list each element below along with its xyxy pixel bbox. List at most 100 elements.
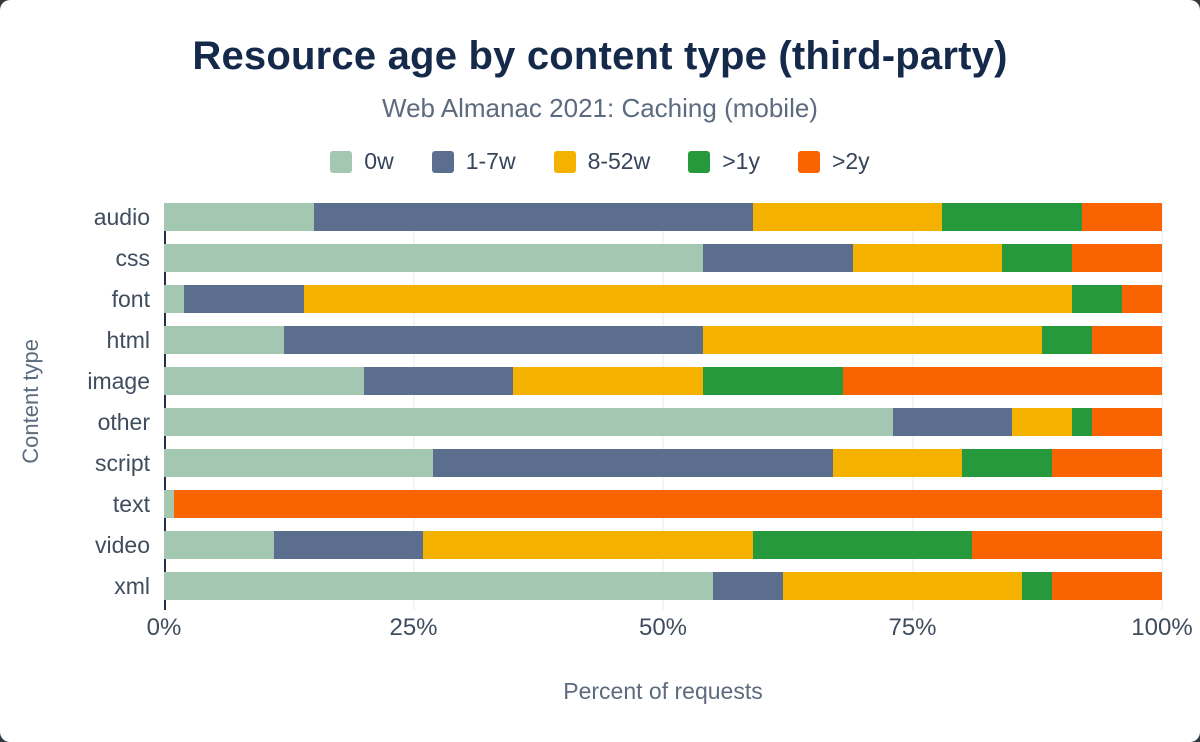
legend-label: 0w bbox=[364, 148, 394, 174]
bar-segment-other-0w[interactable] bbox=[164, 408, 893, 436]
bar-css bbox=[164, 244, 1162, 272]
bar-segment-audio-8-52w[interactable] bbox=[752, 203, 943, 231]
chart-title: Resource age by content type (third-part… bbox=[192, 34, 1008, 78]
category-label-video: video bbox=[95, 532, 150, 558]
legend-item->1y[interactable]: >1y bbox=[688, 148, 760, 175]
bar-segment-script-8-52w[interactable] bbox=[832, 449, 963, 477]
bar-segment-text->2y[interactable] bbox=[173, 490, 1162, 518]
bar-segment-font-0w[interactable] bbox=[164, 285, 184, 313]
category-label-script: script bbox=[95, 450, 150, 476]
legend-swatch bbox=[330, 150, 353, 173]
legend-swatch bbox=[431, 150, 454, 173]
x-tick-25%: 25% bbox=[389, 614, 438, 641]
bar-segment-font->1y[interactable] bbox=[1072, 285, 1123, 313]
y-axis-labels: audio css font html image other script text vide… bbox=[62, 203, 164, 600]
bar-segment-audio-0w[interactable] bbox=[164, 203, 314, 231]
bar-segment-other->1y[interactable] bbox=[1072, 408, 1093, 436]
category-label-text: text bbox=[112, 491, 150, 517]
legend-item->2y[interactable]: >2y bbox=[797, 148, 870, 175]
bar-segment-html->1y[interactable] bbox=[1042, 326, 1093, 354]
category-label-image: image bbox=[87, 368, 150, 394]
bar-segment-script-0w[interactable] bbox=[164, 449, 434, 477]
bar-segment-xml-1-7w[interactable] bbox=[712, 572, 783, 600]
bar-segment-font->2y[interactable] bbox=[1122, 285, 1162, 313]
bar-segment-xml-0w[interactable] bbox=[164, 572, 713, 600]
y-axis-title-wrap: Content type bbox=[0, 203, 62, 600]
bar-segment-audio-1-7w[interactable] bbox=[313, 203, 753, 231]
category-label-font: font bbox=[111, 286, 150, 312]
x-tick-50%: 50% bbox=[638, 614, 688, 641]
legend-swatch bbox=[688, 150, 711, 173]
bar-segment-other-1-7w[interactable] bbox=[892, 408, 1013, 436]
gridline-100 bbox=[1161, 203, 1163, 610]
bar-segment-text-0w[interactable] bbox=[164, 490, 174, 518]
x-tick-100%: 100% bbox=[1131, 614, 1193, 641]
legend-label: >2y bbox=[831, 148, 870, 174]
bar-segment-script->1y[interactable] bbox=[962, 449, 1053, 477]
bar-segment-other->2y[interactable] bbox=[1092, 408, 1162, 436]
bar-other bbox=[164, 408, 1162, 436]
plot-column: 0% 25% 50% 75% 100% Percent of requests bbox=[147, 203, 1193, 705]
bar-segment-xml->1y[interactable] bbox=[1022, 572, 1053, 600]
bar-segment-css-8-52w[interactable] bbox=[852, 244, 1003, 272]
category-label-css: css bbox=[115, 245, 151, 271]
bar-segment-css-0w[interactable] bbox=[164, 244, 703, 272]
chart-subtitle: Web Almanac 2021: Caching (mobile) bbox=[382, 93, 818, 123]
bar-segment-video->2y[interactable] bbox=[972, 531, 1162, 559]
gridline-75 bbox=[912, 203, 913, 610]
category-label-html: html bbox=[106, 327, 150, 353]
bar-audio bbox=[164, 203, 1162, 231]
legend: 0w 1-7w 8-52w >1y >2y bbox=[0, 148, 1200, 175]
legend-label: >1y bbox=[722, 148, 760, 174]
bar-segment-script-1-7w[interactable] bbox=[433, 449, 833, 477]
x-axis-title: Percent of requests bbox=[563, 678, 763, 704]
y-axis-title: Content type bbox=[18, 339, 43, 464]
bar-segment-html->2y[interactable] bbox=[1092, 326, 1162, 354]
bar-segment-video-1-7w[interactable] bbox=[273, 531, 424, 559]
bar-segment-video-0w[interactable] bbox=[164, 531, 274, 559]
bar-segment-image-0w[interactable] bbox=[164, 367, 364, 395]
bar-segment-video-8-52w[interactable] bbox=[423, 531, 753, 559]
chart-area: Content type audio css font html image other s… bbox=[0, 203, 1200, 705]
bar-html bbox=[164, 326, 1162, 354]
legend-label: 1-7w bbox=[465, 148, 516, 174]
bar-segment-image->1y[interactable] bbox=[702, 367, 843, 395]
x-axis-ticks: 0% 25% 50% 75% 100% bbox=[147, 614, 1193, 644]
gridline-50 bbox=[662, 203, 664, 610]
legend-item-8-52w[interactable]: 8-52w bbox=[553, 148, 650, 175]
category-label-other: other bbox=[97, 409, 150, 435]
bar-segment-image-1-7w[interactable] bbox=[363, 367, 514, 395]
bar-segment-audio->2y[interactable] bbox=[1082, 203, 1162, 231]
x-tick-75%: 75% bbox=[888, 614, 937, 641]
bar-segment-font-8-52w[interactable] bbox=[303, 285, 1073, 313]
bar-segment-audio->1y[interactable] bbox=[942, 203, 1083, 231]
bar-segment-html-0w[interactable] bbox=[164, 326, 284, 354]
bars bbox=[164, 203, 1162, 600]
bar-image bbox=[164, 367, 1162, 395]
bar-segment-xml->2y[interactable] bbox=[1052, 572, 1162, 600]
bar-segment-xml-8-52w[interactable] bbox=[782, 572, 1023, 600]
bar-segment-other-8-52w[interactable] bbox=[1012, 408, 1073, 436]
legend-swatch bbox=[797, 150, 820, 173]
bar-segment-video->1y[interactable] bbox=[752, 531, 973, 559]
bar-segment-image->2y[interactable] bbox=[842, 367, 1162, 395]
bar-segment-html-8-52w[interactable] bbox=[702, 326, 1043, 354]
bar-segment-css->2y[interactable] bbox=[1072, 244, 1162, 272]
bar-segment-css-1-7w[interactable] bbox=[702, 244, 853, 272]
category-label-xml: xml bbox=[114, 573, 150, 599]
legend-item-0w[interactable]: 0w bbox=[330, 148, 394, 175]
legend-item-1-7w[interactable]: 1-7w bbox=[431, 148, 516, 175]
bar-text bbox=[164, 490, 1162, 518]
bar-segment-html-1-7w[interactable] bbox=[283, 326, 703, 354]
gridlines bbox=[164, 203, 1163, 610]
bar-segment-image-8-52w[interactable] bbox=[513, 367, 703, 395]
bar-segment-script->2y[interactable] bbox=[1052, 449, 1162, 477]
bar-segment-font-1-7w[interactable] bbox=[183, 285, 304, 313]
category-label-audio: audio bbox=[93, 204, 150, 230]
gridline-25 bbox=[413, 203, 414, 610]
y-axis-line bbox=[164, 203, 166, 610]
bar-segment-css->1y[interactable] bbox=[1002, 244, 1073, 272]
x-tick-0%: 0% bbox=[146, 614, 182, 641]
bar-xml bbox=[164, 572, 1162, 600]
